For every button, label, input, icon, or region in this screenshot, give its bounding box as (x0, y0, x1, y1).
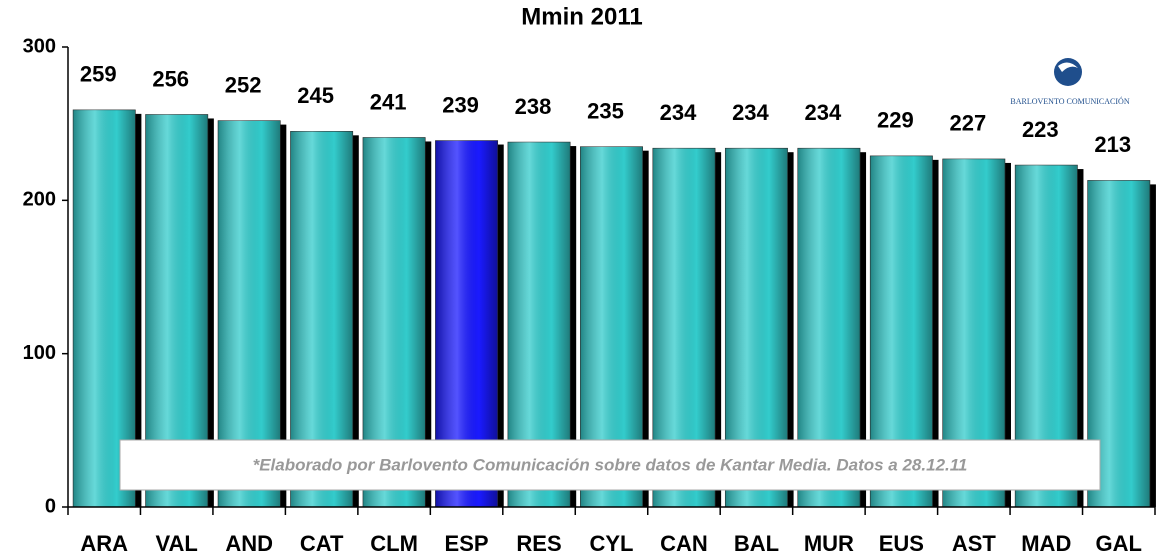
y-tick-label: 200 (23, 189, 56, 211)
x-tick-label: GAL (1096, 531, 1142, 556)
y-tick-label: 100 (23, 342, 56, 364)
value-label: 239 (442, 92, 479, 117)
y-tick-label: 0 (45, 495, 56, 517)
x-tick-label: ESP (445, 531, 489, 556)
value-label: 234 (805, 100, 842, 125)
value-label: 234 (732, 100, 769, 125)
value-label: 223 (1022, 117, 1059, 142)
value-label: 256 (152, 66, 189, 91)
value-label: 241 (370, 89, 407, 114)
value-label: 235 (587, 98, 624, 123)
value-label: 238 (515, 94, 552, 119)
x-tick-label: AST (952, 531, 997, 556)
x-tick-label: CAN (660, 531, 708, 556)
x-tick-label: RES (516, 531, 561, 556)
value-label: 245 (297, 83, 334, 108)
x-tick-label: MAD (1021, 531, 1071, 556)
x-tick-label: VAL (156, 531, 198, 556)
y-tick-label: 300 (23, 35, 56, 57)
annotation: *Elaborado por Barlovento Comunicación s… (253, 455, 968, 474)
x-tick-label: AND (225, 531, 273, 556)
value-label: 229 (877, 108, 914, 133)
value-label: 213 (1094, 132, 1131, 157)
value-label: 234 (660, 100, 697, 125)
x-tick-label: CLM (370, 531, 418, 556)
value-label: 252 (225, 72, 262, 97)
x-tick-label: CYL (590, 531, 634, 556)
value-label: 227 (949, 111, 986, 136)
logo-icon (1054, 58, 1082, 86)
x-tick-label: CAT (300, 531, 344, 556)
x-tick-label: MUR (804, 531, 854, 556)
x-tick-label: BAL (734, 531, 779, 556)
annotation-box (119, 439, 1101, 491)
chart-title: Mmin 2011 (521, 3, 642, 30)
value-label: 259 (80, 62, 117, 87)
x-tick-label: ARA (80, 531, 128, 556)
logo-swirl (1058, 62, 1078, 72)
logo-text: BARLOVENTO COMUNICACIÓN (1010, 96, 1129, 106)
logo: BARLOVENTO COMUNICACIÓN (1010, 58, 1130, 106)
x-tick-label: EUS (879, 531, 924, 556)
